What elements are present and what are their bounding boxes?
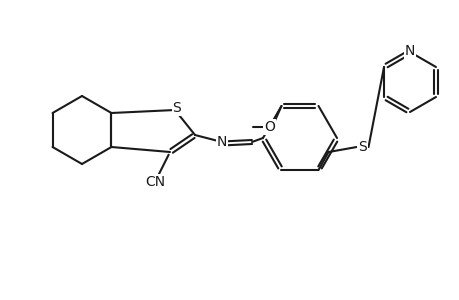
Text: S: S — [172, 101, 181, 115]
Text: N: N — [216, 135, 227, 149]
Text: CN: CN — [145, 175, 165, 189]
Text: S: S — [358, 140, 366, 154]
Text: O: O — [263, 120, 274, 134]
Text: N: N — [404, 44, 414, 58]
